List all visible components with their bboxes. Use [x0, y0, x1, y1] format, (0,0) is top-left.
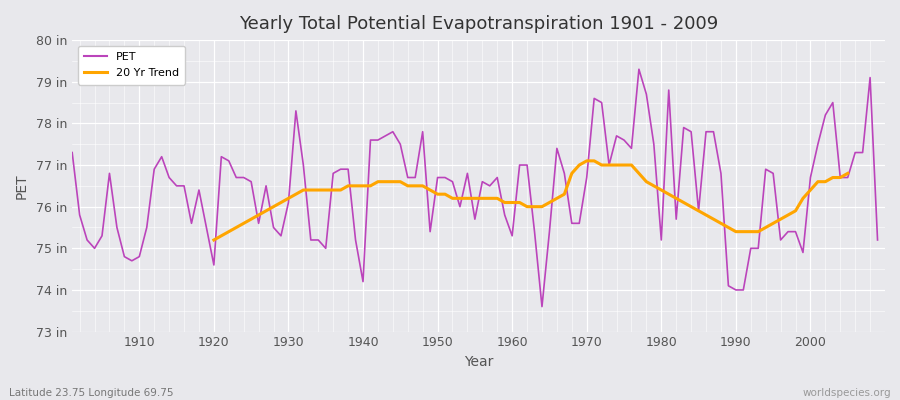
Text: Latitude 23.75 Longitude 69.75: Latitude 23.75 Longitude 69.75	[9, 388, 174, 398]
Y-axis label: PET: PET	[15, 173, 29, 199]
Text: worldspecies.org: worldspecies.org	[803, 388, 891, 398]
Legend: PET, 20 Yr Trend: PET, 20 Yr Trend	[77, 46, 185, 84]
X-axis label: Year: Year	[464, 355, 493, 369]
Title: Yearly Total Potential Evapotranspiration 1901 - 2009: Yearly Total Potential Evapotranspiratio…	[239, 15, 718, 33]
